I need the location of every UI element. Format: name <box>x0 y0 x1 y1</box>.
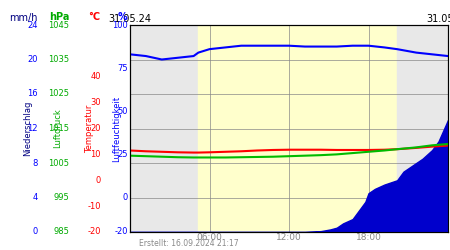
Text: -20: -20 <box>87 228 101 236</box>
Text: 0: 0 <box>32 228 38 236</box>
Text: 12: 12 <box>27 124 38 133</box>
Text: Erstellt: 16.09.2024 21:17: Erstellt: 16.09.2024 21:17 <box>139 238 239 248</box>
Bar <box>198 25 397 232</box>
Text: 1025: 1025 <box>48 90 69 98</box>
Text: 4: 4 <box>32 193 38 202</box>
Text: 20: 20 <box>27 55 38 64</box>
Text: 24: 24 <box>27 20 38 30</box>
Text: 20: 20 <box>90 124 101 133</box>
Text: 995: 995 <box>54 193 69 202</box>
Bar <box>130 25 198 232</box>
Text: 30: 30 <box>90 98 101 107</box>
Text: 1015: 1015 <box>48 124 69 133</box>
Text: 75: 75 <box>117 64 128 73</box>
Text: 0: 0 <box>122 193 128 202</box>
Text: 0: 0 <box>95 176 101 185</box>
Text: 40: 40 <box>90 72 101 81</box>
Text: 100: 100 <box>112 20 128 30</box>
Text: %: % <box>118 12 128 22</box>
Text: -20: -20 <box>114 228 128 236</box>
Text: Luftdruck: Luftdruck <box>54 108 63 148</box>
Text: 1035: 1035 <box>48 55 69 64</box>
Text: Niederschlag: Niederschlag <box>23 101 32 156</box>
Bar <box>397 25 448 232</box>
Text: 25: 25 <box>117 150 128 159</box>
Text: Temperatur: Temperatur <box>85 104 94 153</box>
Text: 8: 8 <box>32 158 38 168</box>
Text: 985: 985 <box>54 228 69 236</box>
Text: mm/h: mm/h <box>9 12 38 22</box>
Text: 1045: 1045 <box>48 20 69 30</box>
Text: 10: 10 <box>90 150 101 159</box>
Text: 16: 16 <box>27 90 38 98</box>
Text: Luftfeuchtigkeit: Luftfeuchtigkeit <box>112 96 121 162</box>
Text: 1005: 1005 <box>48 158 69 168</box>
Text: 50: 50 <box>117 107 128 116</box>
Text: -10: -10 <box>87 202 101 210</box>
Text: hPa: hPa <box>49 12 69 22</box>
Text: °C: °C <box>89 12 101 22</box>
